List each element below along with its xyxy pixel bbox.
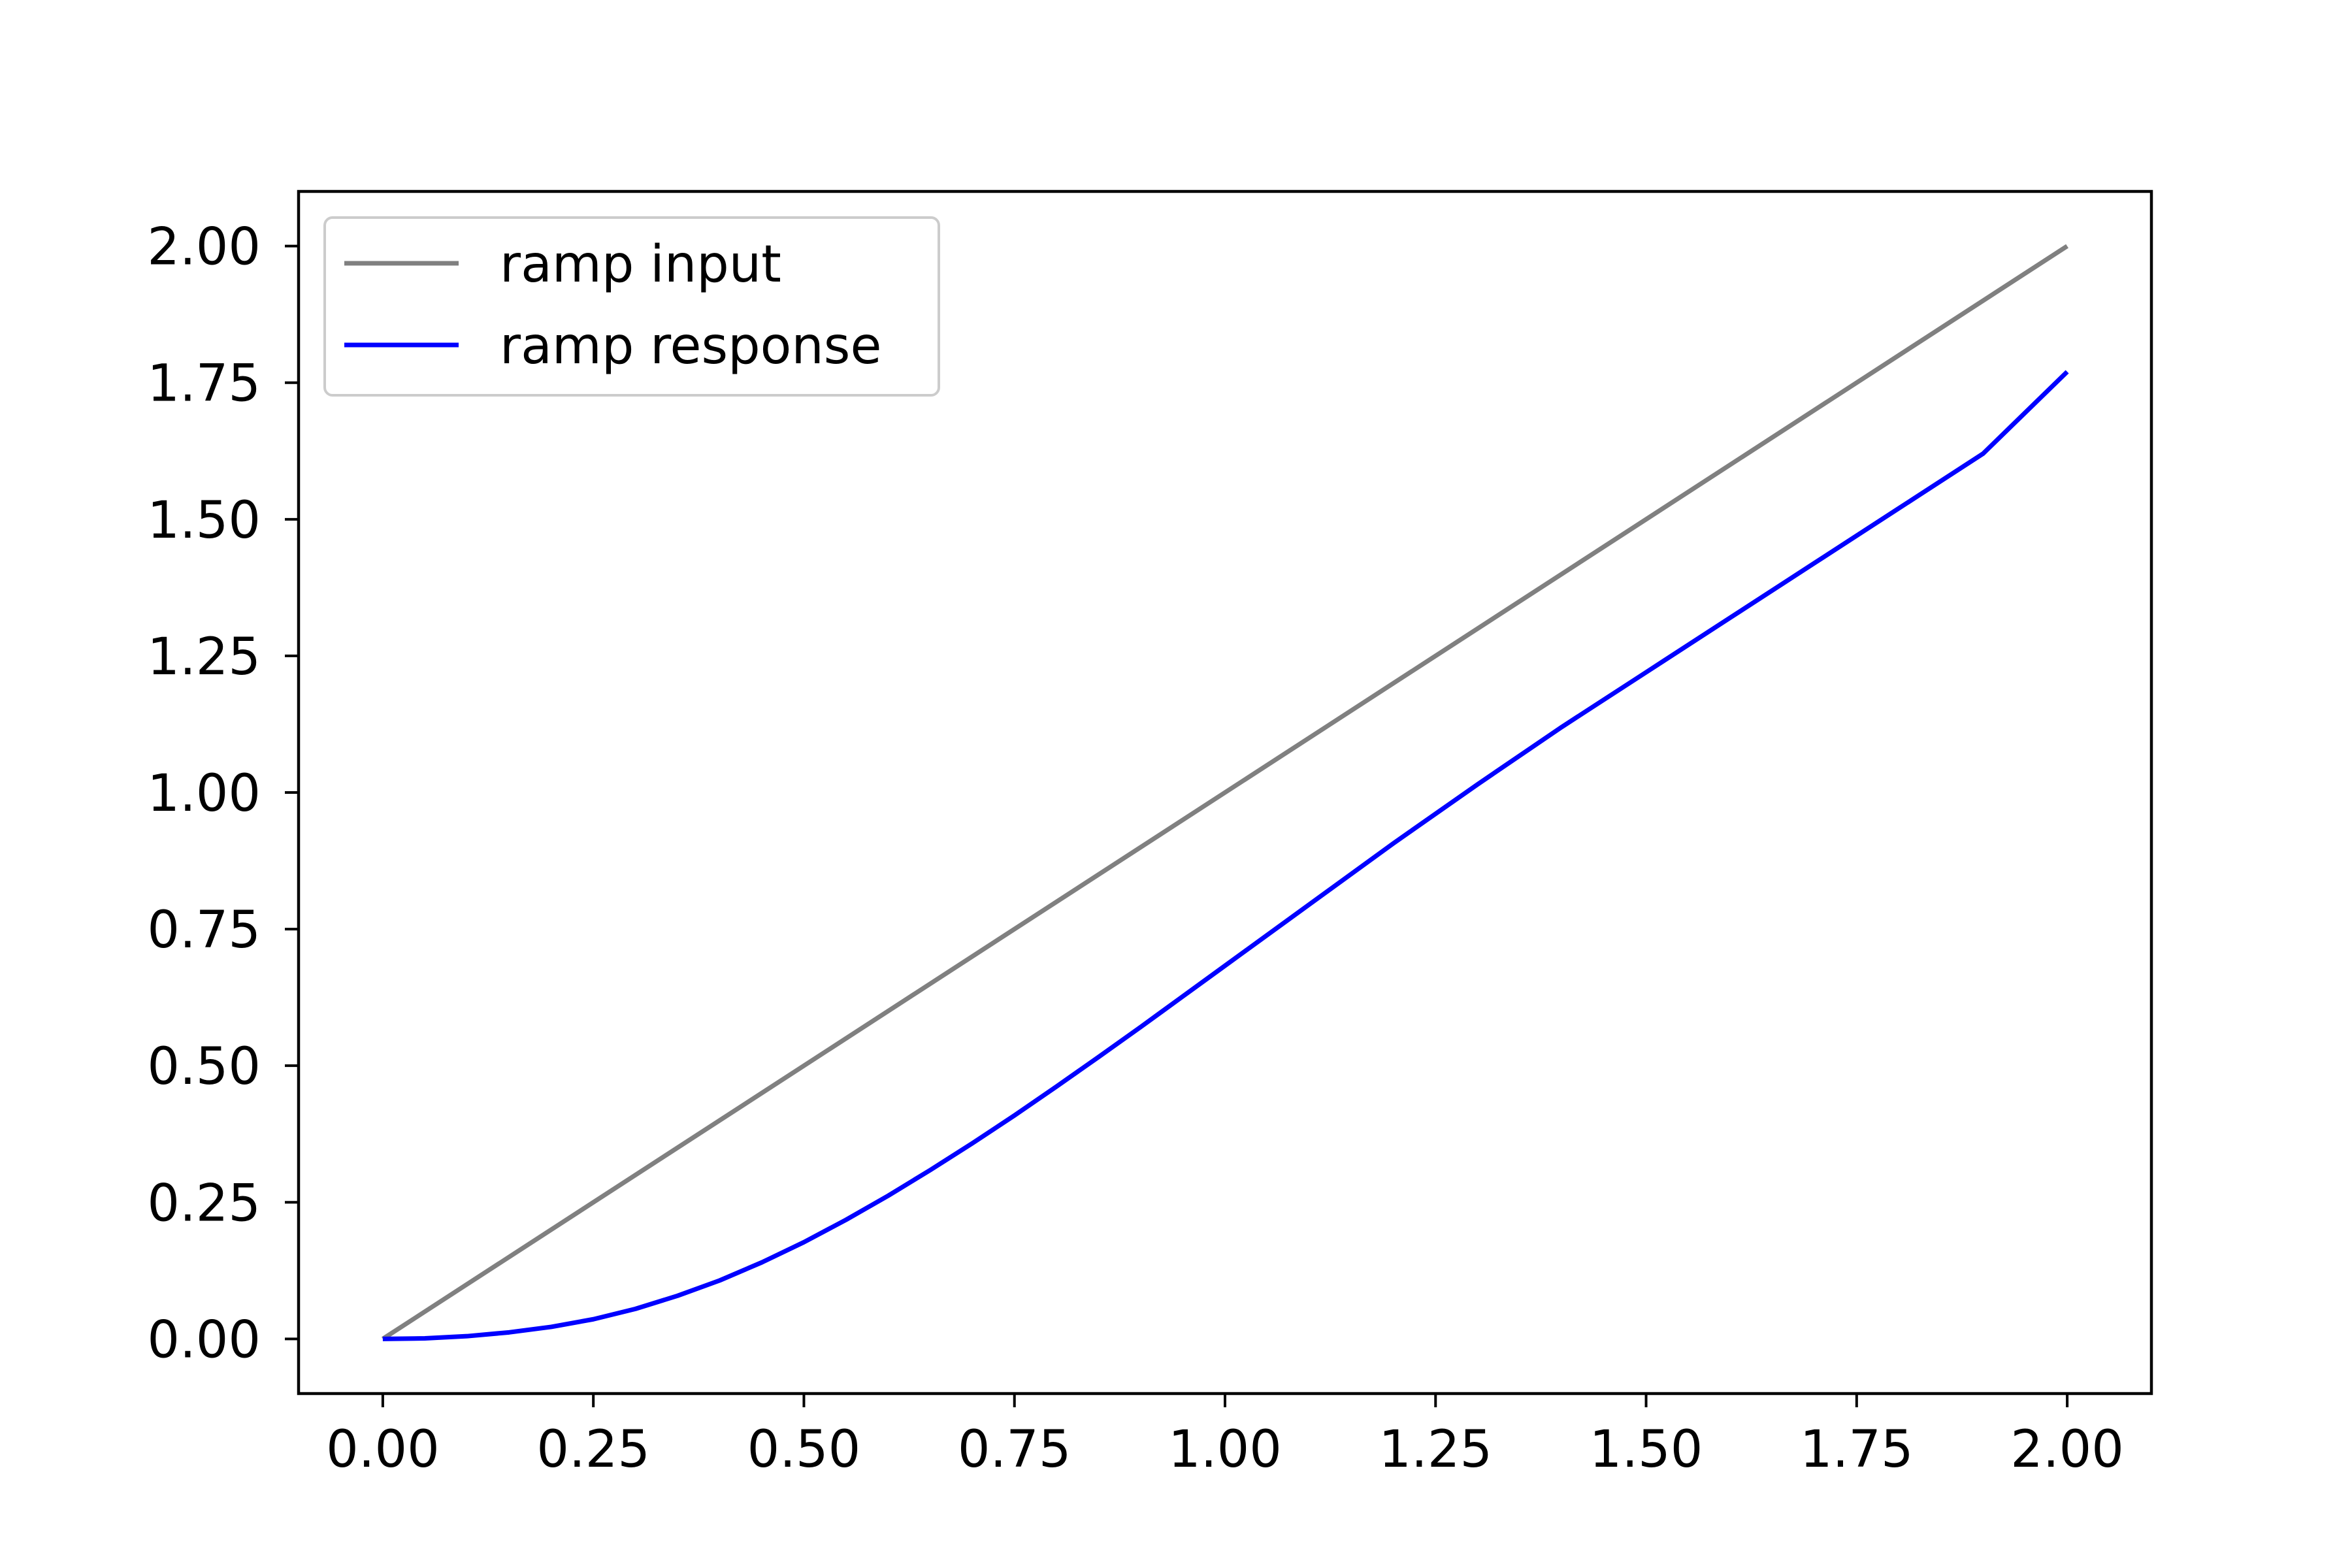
y-tick-label: 2.00 — [147, 218, 261, 277]
plot-area — [382, 244, 2069, 1341]
y-tick-label: 1.00 — [147, 764, 261, 823]
x-tick-label: 0.25 — [536, 1420, 650, 1479]
series-line-0 — [382, 244, 2068, 1341]
y-tick-label: 1.25 — [147, 628, 261, 687]
y-tick-label: 0.25 — [147, 1174, 261, 1233]
x-tick-label: 0.00 — [326, 1420, 440, 1479]
series-line-1 — [382, 370, 2069, 1341]
y-tick-label: 1.50 — [147, 491, 261, 550]
legend: ramp input ramp response — [323, 216, 940, 397]
legend-box — [323, 216, 940, 397]
y-tick-label: 0.50 — [147, 1037, 261, 1096]
x-tick-label: 1.25 — [1379, 1420, 1492, 1479]
y-tick-label: 1.75 — [147, 355, 261, 414]
x-tick-label: 1.00 — [1168, 1420, 1282, 1479]
x-tick-label: 2.00 — [2010, 1420, 2124, 1479]
legend-label-1: ramp response — [500, 317, 881, 376]
x-tick-label: 1.50 — [1590, 1420, 1703, 1479]
x-tick-label: 1.75 — [1800, 1420, 1914, 1479]
legend-label-0: ramp input — [500, 235, 781, 294]
axes: 0.00 0.25 0.50 0.75 1.00 1.25 1.50 1.75 2.00 0.00… — [147, 189, 2153, 1479]
y-tick-label: 0.00 — [147, 1311, 261, 1369]
x-tick-label: 0.50 — [747, 1420, 861, 1479]
y-tick-label: 0.75 — [147, 901, 261, 960]
x-tick-label: 0.75 — [958, 1420, 1071, 1479]
